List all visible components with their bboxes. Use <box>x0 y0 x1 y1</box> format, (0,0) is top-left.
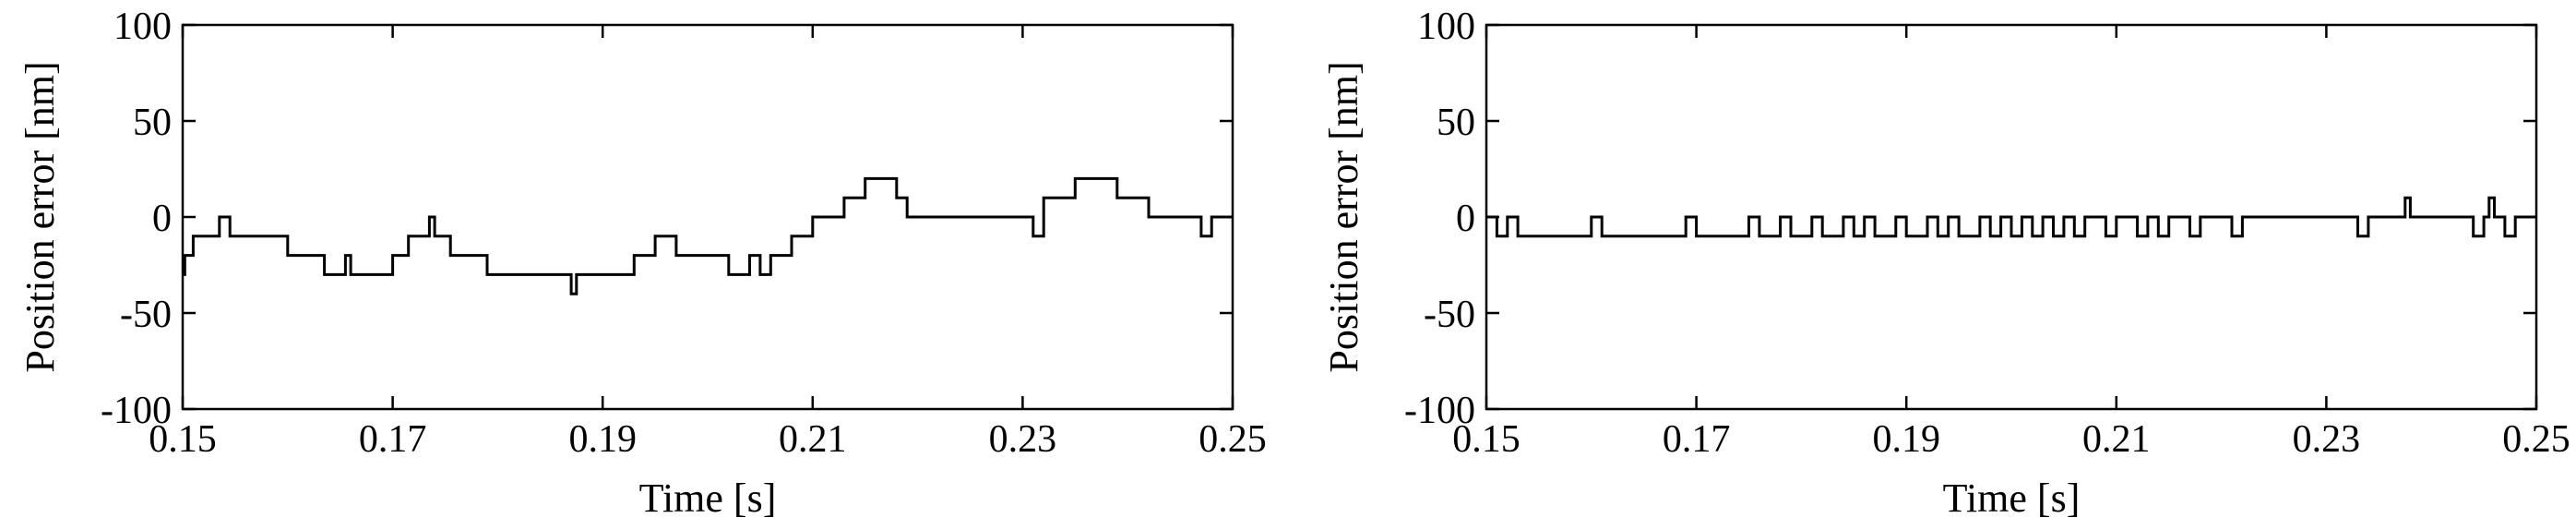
y-tick-label: 0 <box>152 198 172 240</box>
y-tick-label: -100 <box>101 390 172 432</box>
x-tick-label: 0.17 <box>359 418 427 461</box>
y-tick-label: 100 <box>113 6 172 48</box>
y-tick-label: 0 <box>1456 198 1475 240</box>
position-error-series-line <box>1486 196 2536 238</box>
x-tick-label: 0.17 <box>1663 418 1731 461</box>
x-tick-label: 0.23 <box>2293 418 2361 461</box>
x-axis-label: Time [s] <box>1943 476 2081 521</box>
x-tick-label: 0.21 <box>2082 418 2151 461</box>
y-tick-label: -50 <box>120 294 172 336</box>
y-axis-label: Position error [nm] <box>18 61 63 372</box>
plot-frame <box>181 23 1234 411</box>
y-tick-label: 50 <box>133 102 172 144</box>
y-axis-label: Position error [nm] <box>1321 61 1366 372</box>
x-axis-label: Time [s] <box>639 476 777 521</box>
position-error-series-line <box>183 176 1233 295</box>
y-tick-label: -50 <box>1424 294 1475 336</box>
x-tick-label: 0.23 <box>989 418 1057 461</box>
x-tick-label: 0.25 <box>1199 418 1267 461</box>
x-tick-label: 0.19 <box>568 418 637 461</box>
x-tick-label: 0.15 <box>1452 418 1521 461</box>
y-tick-label: 50 <box>1437 102 1475 144</box>
x-tick-label: 0.15 <box>149 418 217 461</box>
left-chart-panel: 0.15 0.17 0.19 0.21 0.23 0.25 -100 -50 0 50 100 Tim… <box>18 6 1267 521</box>
y-tick-label: -100 <box>1404 390 1475 432</box>
x-tick-label: 0.19 <box>1872 418 1940 461</box>
x-tick-label: 0.21 <box>779 418 847 461</box>
y-tick-label: 100 <box>1417 6 1475 48</box>
x-tick-label: 0.25 <box>2502 418 2570 461</box>
right-chart-panel: 0.15 0.17 0.19 0.21 0.23 0.25 -100 -50 0 50 100 Tim… <box>1321 6 2570 521</box>
